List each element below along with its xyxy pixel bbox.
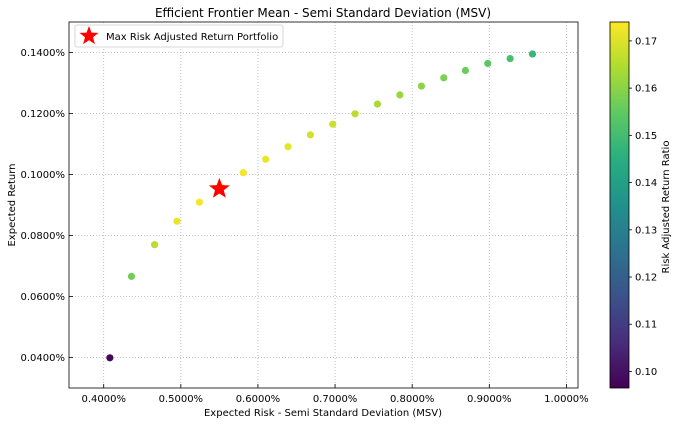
data-point (461, 66, 470, 75)
max-risk-adjusted-star (208, 177, 230, 198)
data-point (351, 110, 359, 118)
y-tick-label: 0.1200% (21, 109, 66, 120)
data-point (239, 169, 247, 177)
data-point (195, 198, 203, 206)
data-point (417, 82, 426, 90)
colorbar-tick-label: 0.15 (635, 131, 657, 142)
y-tick-label: 0.1400% (21, 48, 66, 59)
x-tick-label: 1.0000% (544, 394, 589, 405)
y-tick-label: 0.0400% (21, 353, 66, 364)
colorbar-tick-label: 0.11 (635, 320, 657, 331)
data-point (506, 55, 514, 63)
data-point (262, 155, 270, 163)
colorbar-gradient (609, 21, 630, 389)
data-point (306, 131, 314, 139)
chart-title: Efficient Frontier Mean - Semi Standard … (155, 6, 491, 20)
x-tick-label: 0.9000% (467, 394, 512, 405)
x-tick-label: 0.7000% (313, 394, 358, 405)
x-axis: 0.4000% 0.5000% 0.6000% 0.7000% 0.8000% 0.900… (81, 384, 589, 405)
grid (69, 22, 578, 388)
x-tick-label: 0.4000% (81, 394, 126, 405)
legend: Max Risk Adjusted Return Portfolio (74, 24, 284, 48)
y-axis-title: Expected Return (7, 163, 18, 246)
colorbar-label: Risk Adjusted Return Ratio (661, 141, 672, 274)
colorbar-tick-label: 0.12 (635, 273, 657, 284)
data-point (127, 272, 136, 280)
x-axis-title: Expected Risk - Semi Standard Deviation … (204, 408, 442, 419)
y-tick-label: 0.0600% (21, 292, 66, 303)
data-point (484, 59, 492, 68)
colorbar-tick-label: 0.13 (635, 225, 657, 236)
colorbar: 0.10 0.11 0.12 0.13 0.14 0.15 0.16 0.17 Risk Ad… (609, 21, 672, 389)
data-point (373, 100, 382, 108)
x-tick-label: 0.5000% (159, 394, 204, 405)
data-point (329, 120, 337, 128)
legend-star-shape (79, 26, 99, 45)
x-tick-label: 0.8000% (390, 394, 435, 405)
y-tick-label: 0.1000% (21, 170, 66, 181)
plot-frame (68, 21, 579, 389)
legend-label: Max Risk Adjusted Return Portfolio (106, 32, 278, 43)
data-point (284, 143, 292, 151)
y-tick-label: 0.0800% (21, 231, 66, 242)
y-axis: 0.0400% 0.0600% 0.0800% 0.1000% 0.1200% 0.140… (21, 48, 73, 364)
highlight-marker (208, 177, 230, 198)
legend-star-icon (79, 26, 99, 45)
data-points (106, 50, 537, 362)
data-point (173, 217, 181, 225)
legend-box (74, 24, 284, 48)
colorbar-tick-label: 0.10 (635, 367, 657, 378)
colorbar-tick-label: 0.16 (635, 84, 657, 95)
data-point (440, 74, 448, 82)
data-point (528, 50, 537, 58)
data-point (151, 241, 159, 249)
colorbar-tick-label: 0.17 (635, 36, 657, 47)
colorbar-tick-label: 0.14 (635, 178, 657, 189)
x-tick-label: 0.6000% (236, 394, 281, 405)
data-point (106, 354, 114, 362)
data-point (396, 91, 404, 99)
